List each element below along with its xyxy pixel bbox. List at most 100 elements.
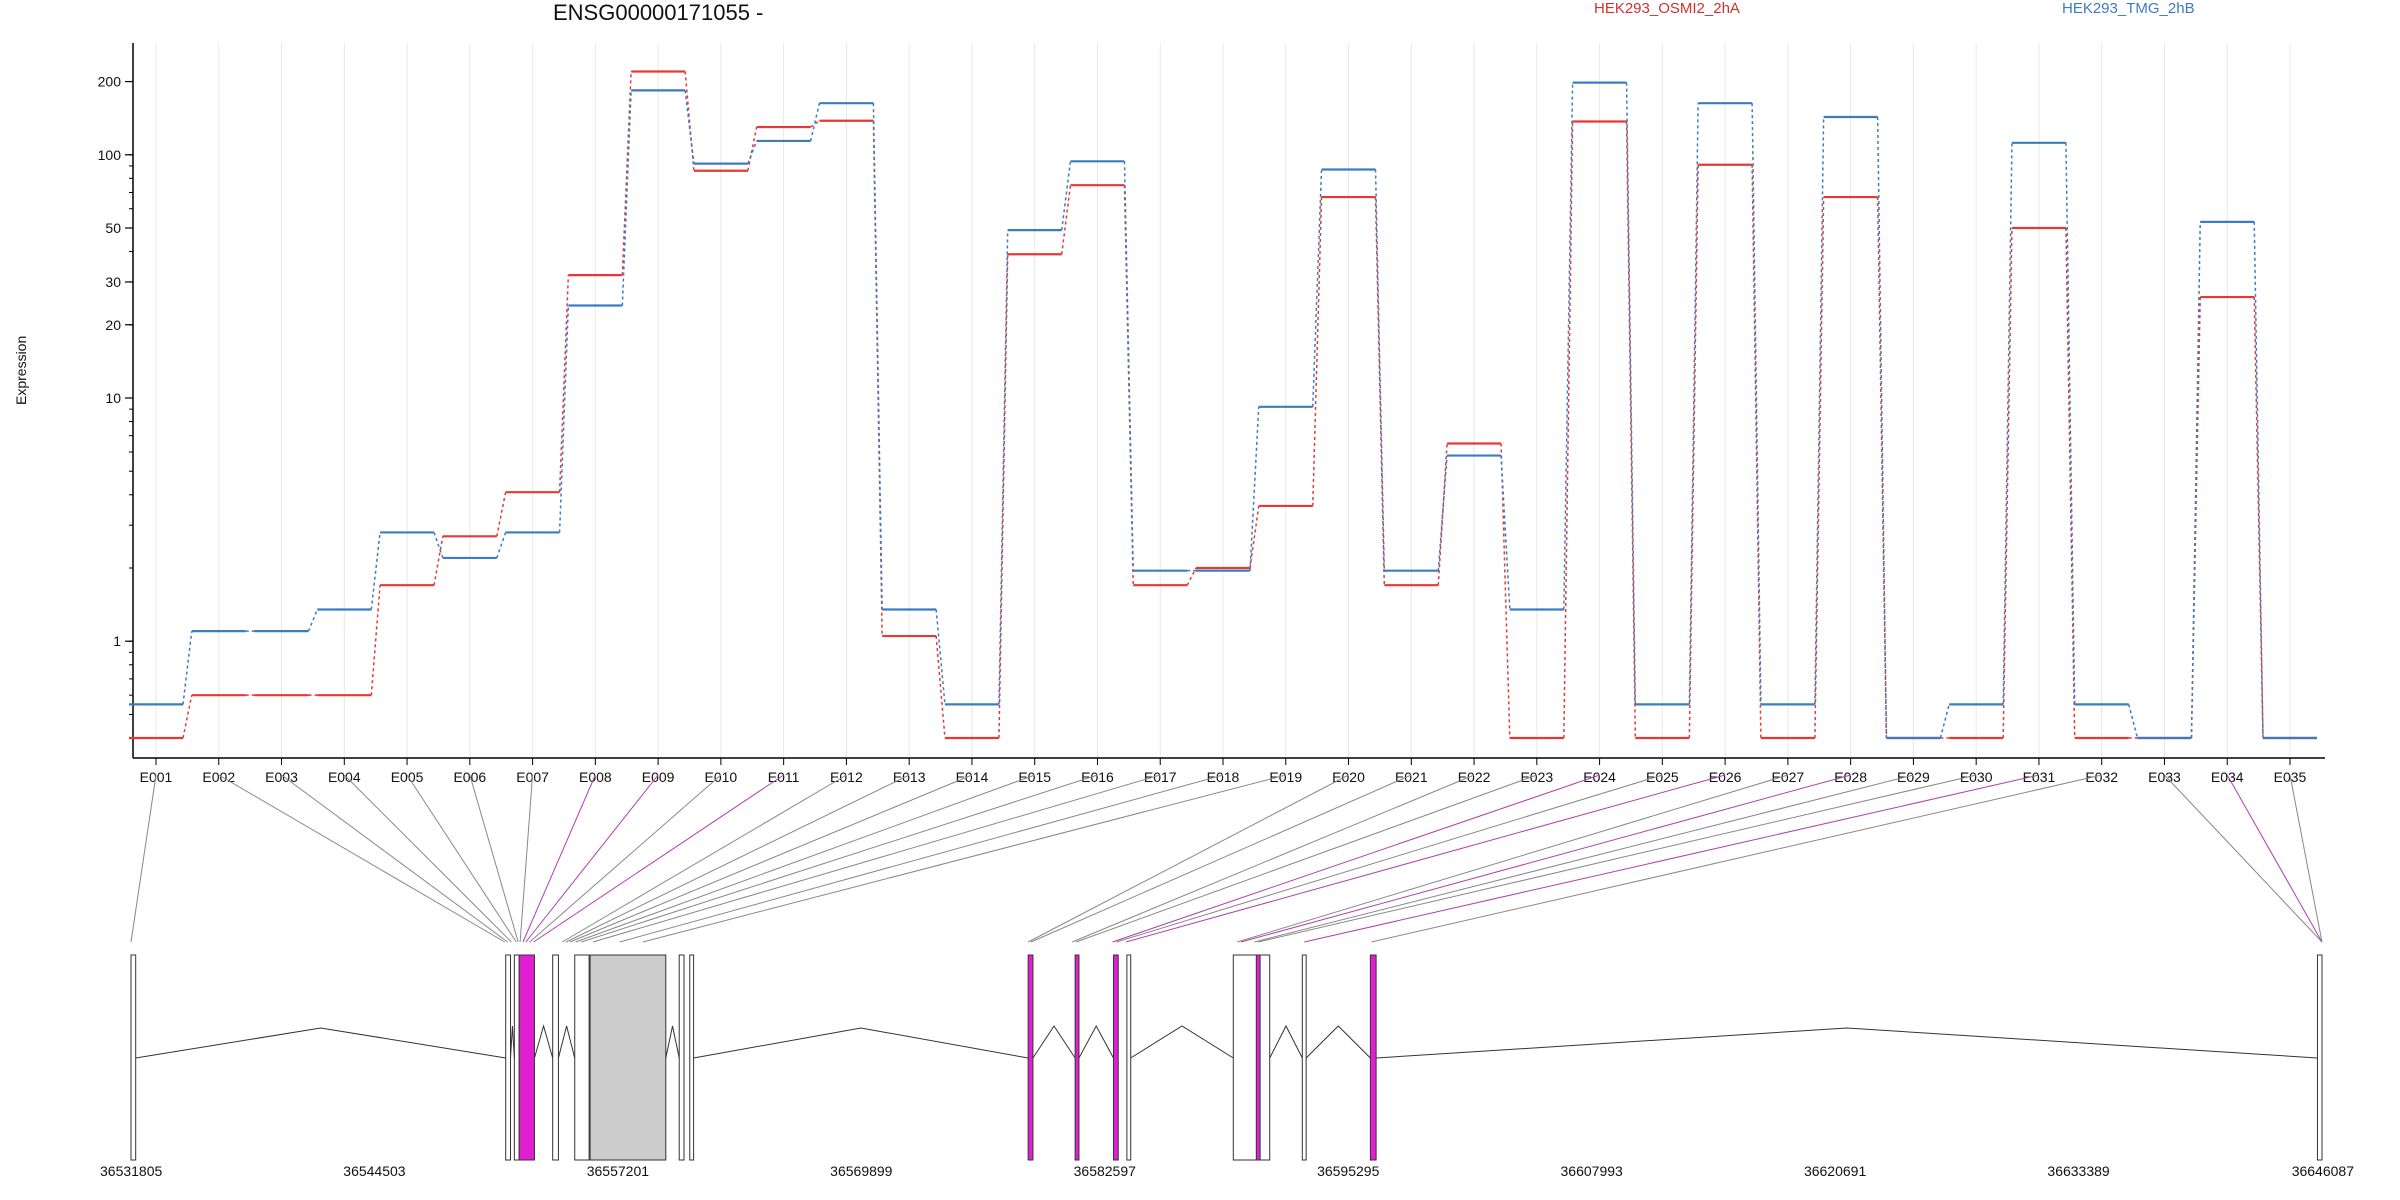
x-tick-label: E008 [579, 769, 612, 785]
x-tick-label: E021 [1395, 769, 1428, 785]
exon-connector-line [581, 774, 1098, 943]
x-tick-label: E016 [1081, 769, 1114, 785]
x-tick-label: E022 [1458, 769, 1491, 785]
exon-box [2316, 954, 2323, 1161]
intron-line [1032, 1025, 1076, 1059]
genomic-coordinate-label: 36620691 [1804, 1163, 1867, 1179]
x-tick-label: E026 [1709, 769, 1742, 785]
y-tick-label: 30 [105, 274, 121, 290]
exon-box [552, 954, 559, 1161]
x-tick-label: E023 [1520, 769, 1553, 785]
exon-box [689, 954, 695, 1161]
x-tick-label: E030 [1960, 769, 1993, 785]
intron-line [1305, 1025, 1371, 1059]
x-tick-label: E031 [2023, 769, 2056, 785]
genomic-coordinate-label: 36595295 [1317, 1163, 1380, 1179]
exon-connector-line [569, 774, 973, 943]
exon-box [678, 954, 685, 1161]
exon-box [589, 954, 667, 1161]
exon-connector-line [406, 774, 517, 943]
intron-line [510, 1025, 515, 1059]
chart-title: ENSG00000171055 - [553, 0, 764, 25]
x-tick-label: E012 [830, 769, 863, 785]
x-tick-label: E028 [1834, 769, 1867, 785]
x-tick-label: E019 [1269, 769, 1302, 785]
exon-connector-line [1116, 774, 1663, 943]
x-tick-label: E002 [202, 769, 235, 785]
x-tick-label: E027 [1772, 769, 1805, 785]
genomic-coordinate-label: 36557201 [587, 1163, 650, 1179]
exon-connector-line [1258, 774, 1977, 943]
genomic-coordinate-label: 36531805 [100, 1163, 163, 1179]
genomic-coordinate-label: 36646087 [2292, 1163, 2355, 1179]
x-tick-label: E015 [1018, 769, 1051, 785]
legend-series-tmg: HEK293_TMG_2hB [2062, 0, 2195, 17]
exon-connector-line [2226, 774, 2323, 943]
intron-line [557, 1025, 576, 1059]
x-tick-label: E003 [265, 769, 298, 785]
exon-connector-line [592, 774, 1161, 943]
x-tick-label: E010 [705, 769, 738, 785]
legend-series-osmi2: HEK293_OSMI2_2hA [1594, 0, 1740, 17]
exon-box [1301, 954, 1307, 1161]
x-tick-label: E032 [2085, 769, 2118, 785]
x-tick-label: E029 [1897, 769, 1930, 785]
exon-box [505, 954, 512, 1161]
x-tick-label: E014 [956, 769, 989, 785]
exon-box [1369, 954, 1377, 1161]
series-tmg-connector [182, 82, 2264, 739]
x-tick-label: E009 [642, 769, 675, 785]
intron-line [1078, 1024, 1114, 1059]
x-tick-label: E024 [1583, 769, 1616, 785]
x-tick-label: E025 [1646, 769, 1679, 785]
genomic-coordinate-label: 36544503 [343, 1163, 406, 1179]
x-tick-label: E034 [2211, 769, 2244, 785]
exon-box [1027, 954, 1034, 1161]
exon-box [130, 954, 137, 1161]
exon-box [574, 954, 590, 1161]
x-tick-label: E011 [768, 769, 800, 785]
exon-connector-line [1236, 774, 1789, 943]
exon-connector-line [1125, 774, 1726, 943]
exon-connector-line [1304, 774, 2040, 943]
x-tick-label: E017 [1144, 769, 1177, 785]
exon-box [1112, 954, 1119, 1161]
intron-line [533, 1024, 554, 1059]
exon-connector-line [1254, 774, 1914, 943]
exon-connector-line [575, 774, 1035, 943]
exon-connector-line [343, 774, 512, 943]
exon-connector-line [2164, 774, 2323, 943]
exon-connector-line [1030, 774, 1412, 943]
exon-box [518, 954, 535, 1161]
exon-connector-line [1112, 774, 1600, 943]
intron-line [693, 1027, 1029, 1059]
exon-box [513, 954, 520, 1161]
exon-box [1074, 954, 1080, 1161]
exon-connector-line [522, 774, 596, 943]
exon-connector-line [519, 774, 534, 943]
exon-connector-line [565, 774, 910, 943]
x-tick-label: E033 [2148, 769, 2181, 785]
x-tick-label: E005 [391, 769, 424, 785]
y-tick-label: 10 [105, 390, 121, 406]
intron-line [1269, 1024, 1303, 1059]
y-tick-label: 200 [98, 74, 122, 90]
genomic-coordinate-label: 36633389 [2047, 1163, 2110, 1179]
exon-connector-line [1027, 774, 1349, 943]
intron-line [1130, 1025, 1234, 1059]
exon-connector-line [469, 774, 519, 943]
exon-connector-line [533, 774, 784, 943]
x-tick-label: E013 [893, 769, 926, 785]
y-tick-label: 100 [98, 147, 122, 163]
exon-connector-line [130, 774, 157, 943]
exon-box [1255, 954, 1261, 1161]
exon-connector-line [1075, 774, 1537, 943]
exon-connector-line [619, 774, 1224, 943]
x-tick-label: E018 [1207, 769, 1240, 785]
genomic-coordinate-label: 36607993 [1561, 1163, 1624, 1179]
exon-connector-line [281, 774, 508, 943]
genomic-coordinate-label: 36582597 [1074, 1163, 1137, 1179]
exon-connector-line [529, 774, 722, 943]
